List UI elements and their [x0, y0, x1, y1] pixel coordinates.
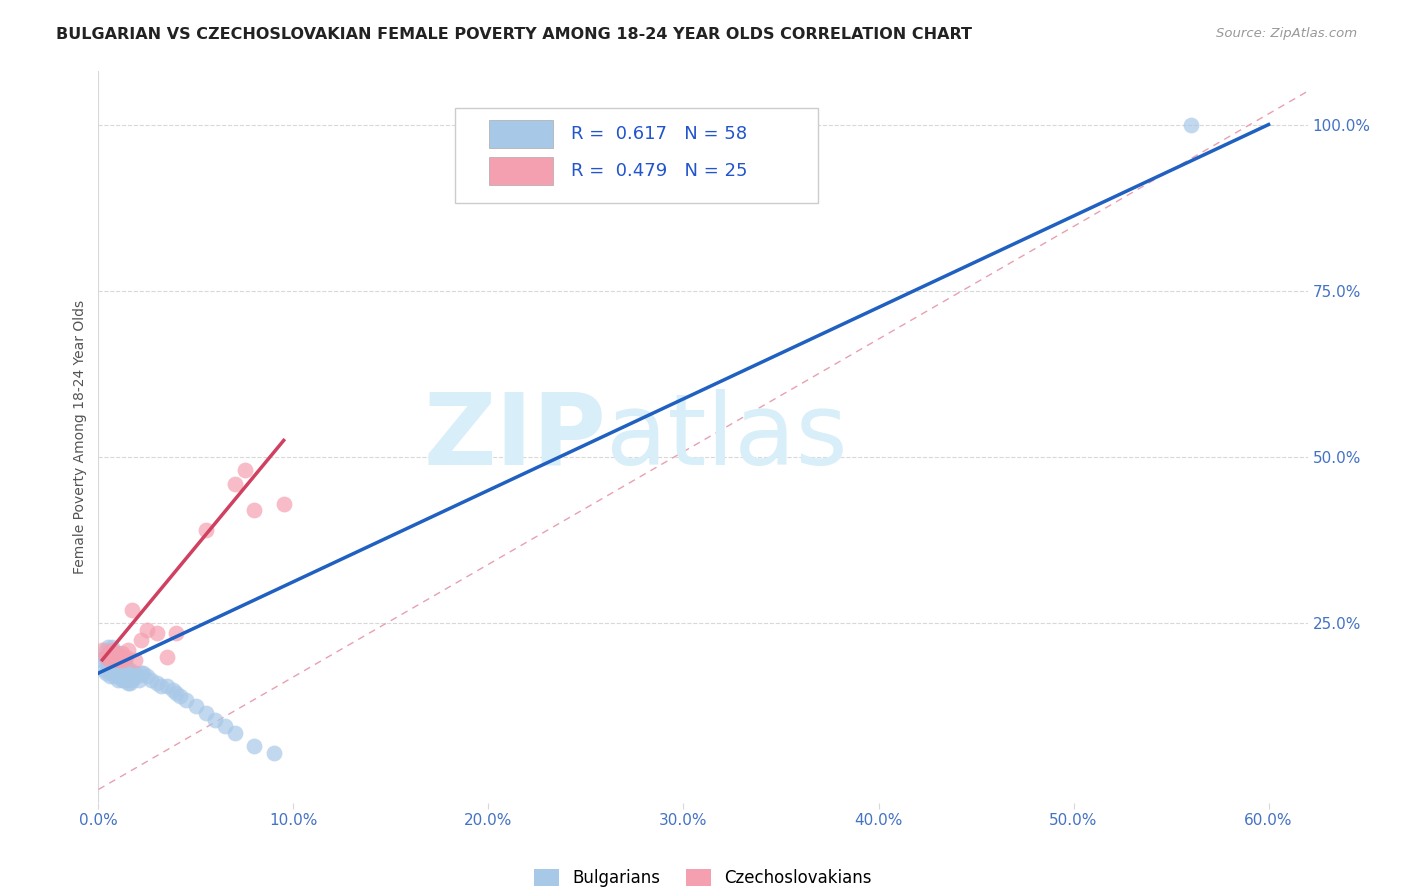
Point	[104, 653, 127, 667]
Point	[103, 646, 125, 660]
Text: R =  0.479   N = 25: R = 0.479 N = 25	[571, 161, 748, 180]
Point	[118, 676, 141, 690]
Point	[101, 653, 124, 667]
Point	[108, 653, 131, 667]
Point	[139, 673, 162, 687]
Legend: Bulgarians, Czechoslovakians: Bulgarians, Czechoslovakians	[527, 863, 879, 892]
Point	[101, 666, 124, 681]
Point	[101, 643, 124, 657]
Point	[204, 713, 226, 727]
Point	[233, 463, 256, 477]
Point	[96, 643, 118, 657]
Point	[121, 603, 143, 617]
Point	[122, 669, 145, 683]
Point	[194, 523, 217, 537]
Point	[214, 719, 236, 733]
Point	[96, 649, 118, 664]
Point	[162, 682, 184, 697]
Y-axis label: Female Poverty Among 18-24 Year Olds: Female Poverty Among 18-24 Year Olds	[73, 300, 87, 574]
Point	[118, 663, 141, 677]
Point	[93, 649, 115, 664]
Text: BULGARIAN VS CZECHOSLOVAKIAN FEMALE POVERTY AMONG 18-24 YEAR OLDS CORRELATION CH: BULGARIAN VS CZECHOSLOVAKIAN FEMALE POVE…	[56, 27, 972, 42]
Point	[107, 673, 129, 687]
Text: atlas: atlas	[606, 389, 848, 485]
Point	[128, 673, 150, 687]
FancyBboxPatch shape	[489, 157, 554, 185]
Point	[108, 653, 131, 667]
Point	[114, 673, 136, 687]
Point	[224, 476, 246, 491]
Point	[111, 673, 134, 687]
Point	[98, 653, 121, 667]
Point	[136, 669, 159, 683]
Point	[146, 676, 169, 690]
Point	[103, 646, 125, 660]
Point	[1180, 118, 1202, 132]
Text: R =  0.617   N = 58: R = 0.617 N = 58	[571, 125, 748, 144]
Point	[117, 643, 139, 657]
Point	[114, 659, 136, 673]
Point	[131, 632, 153, 647]
Text: Source: ZipAtlas.com: Source: ZipAtlas.com	[1216, 27, 1357, 40]
Point	[127, 669, 149, 683]
Point	[169, 690, 191, 704]
Point	[103, 669, 125, 683]
Point	[93, 663, 115, 677]
Point	[263, 746, 285, 760]
Point	[107, 649, 129, 664]
Point	[98, 656, 121, 670]
Point	[132, 666, 155, 681]
Point	[108, 669, 131, 683]
Point	[107, 646, 129, 660]
FancyBboxPatch shape	[489, 120, 554, 148]
Point	[97, 653, 120, 667]
Point	[243, 503, 266, 517]
Point	[104, 649, 127, 664]
Point	[117, 663, 139, 677]
Point	[273, 497, 295, 511]
Point	[111, 656, 134, 670]
Point	[112, 653, 135, 667]
Point	[103, 659, 125, 673]
Point	[104, 666, 127, 681]
Point	[156, 649, 179, 664]
Point	[136, 623, 159, 637]
Point	[97, 640, 120, 654]
Point	[114, 649, 136, 664]
Point	[156, 680, 179, 694]
Point	[124, 653, 146, 667]
Point	[112, 656, 135, 670]
Point	[124, 666, 146, 681]
Point	[97, 646, 120, 660]
Point	[165, 686, 187, 700]
FancyBboxPatch shape	[456, 108, 818, 203]
Point	[184, 699, 207, 714]
Point	[98, 646, 121, 660]
Point	[117, 676, 139, 690]
Point	[112, 673, 135, 687]
Point	[97, 659, 120, 673]
Point	[96, 666, 118, 681]
Point	[131, 666, 153, 681]
Point	[98, 669, 121, 683]
Point	[101, 640, 124, 654]
Point	[224, 726, 246, 740]
Text: ZIP: ZIP	[423, 389, 606, 485]
Point	[121, 673, 143, 687]
Point	[146, 626, 169, 640]
Point	[111, 646, 134, 660]
Point	[165, 626, 187, 640]
Point	[243, 739, 266, 754]
Point	[194, 706, 217, 720]
Point	[149, 680, 172, 694]
Point	[91, 643, 114, 657]
Point	[107, 659, 129, 673]
Point	[174, 692, 197, 706]
Point	[91, 653, 114, 667]
